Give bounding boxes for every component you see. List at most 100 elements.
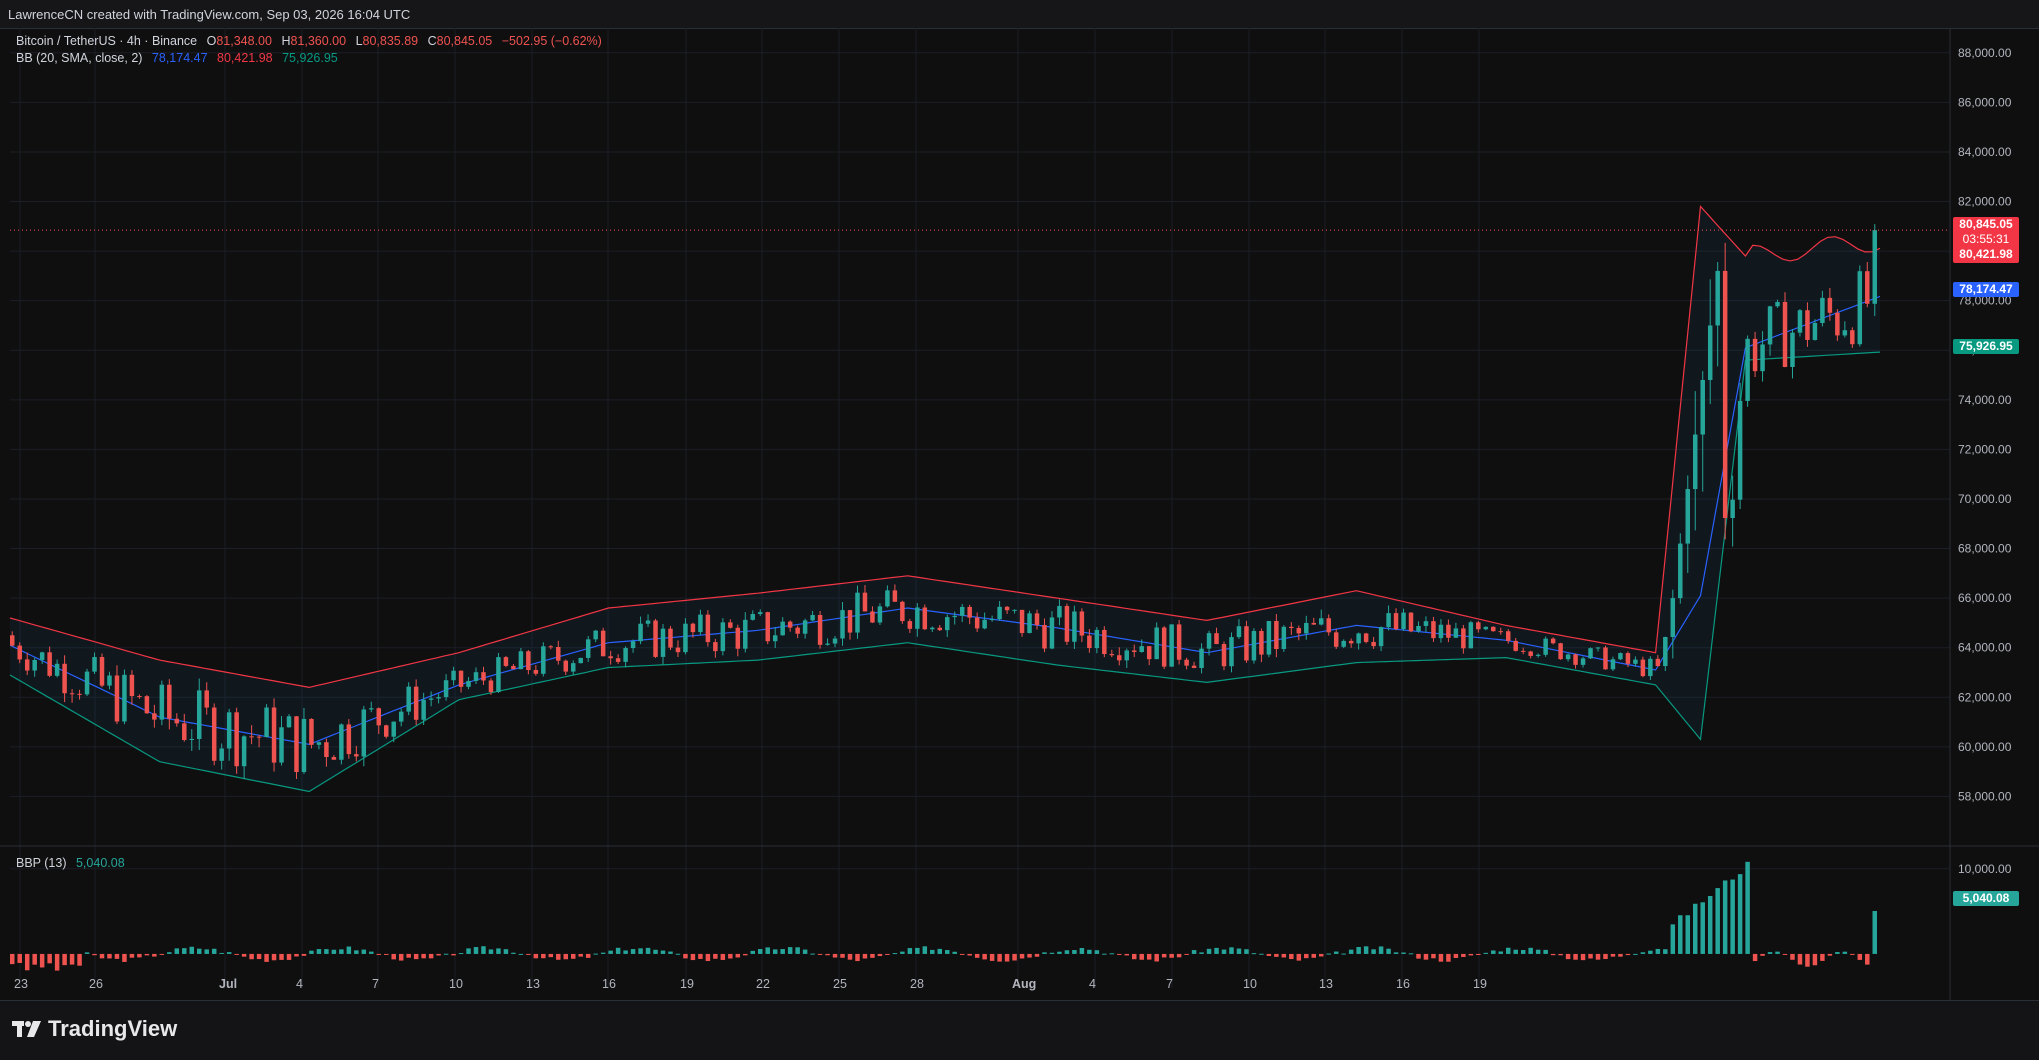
candle-body: [481, 672, 486, 681]
candle-body: [563, 660, 569, 672]
last-price-value: 80,845.05: [1959, 217, 2013, 231]
candle-body: [384, 725, 389, 737]
candle-body: [443, 680, 449, 698]
candle-body: [817, 614, 823, 645]
bbp-bar: [1079, 948, 1085, 954]
candle-body: [1348, 640, 1354, 644]
candle-body: [765, 612, 770, 642]
bbp-tick-label: 10,000.00: [1958, 862, 2012, 876]
bbp-bar: [1520, 949, 1526, 954]
candle-body: [1715, 270, 1720, 326]
bbp-bar: [1693, 903, 1698, 954]
open-value: O81,348.00: [206, 34, 272, 48]
bbp-bar: [623, 950, 628, 954]
candle-body: [1603, 647, 1608, 670]
bbp-bar: [167, 952, 172, 954]
candle-body: [1117, 655, 1122, 661]
bbp-bar: [1842, 951, 1848, 954]
candle-body: [1625, 653, 1631, 664]
x-tick-label: 26: [89, 977, 103, 991]
bbp-bar: [32, 953, 37, 965]
candle-body: [1491, 626, 1496, 632]
bb-legend: BB (20, SMA, close, 2) 78,174.47 80,421.…: [16, 51, 344, 65]
candle-body: [1281, 626, 1287, 650]
bbp-bar: [1790, 953, 1795, 960]
candle-body: [1565, 654, 1571, 660]
bbp-tag-value: 5,040.08: [1962, 891, 2010, 905]
candle-body: [945, 617, 950, 631]
bbp-bar: [1191, 950, 1197, 954]
ohlc-legend: Bitcoin / TetherUS · 4h · Binance O81,34…: [16, 34, 608, 48]
candle-body: [10, 635, 15, 646]
candle-body: [1229, 637, 1234, 667]
bb-label[interactable]: BB (20, SMA, close, 2): [16, 51, 143, 65]
candle-body: [1378, 627, 1384, 647]
last-price-tag: 80,845.05 03:55:31 80,421.98: [1953, 217, 2019, 263]
y-tick-label: 86,000.00: [1958, 95, 2012, 109]
candle-body: [511, 665, 516, 670]
candle-body: [705, 614, 711, 643]
candle-body: [167, 684, 172, 719]
bbp-bar: [17, 953, 22, 963]
candle-body: [1663, 637, 1668, 667]
tradingview-logo[interactable]: TradingView: [12, 1016, 177, 1042]
candle-body: [1132, 650, 1137, 652]
bbp-bar: [1640, 952, 1646, 954]
bbp-bar: [256, 953, 262, 960]
bbp-bar: [683, 953, 688, 959]
candle-body: [615, 658, 621, 662]
bbp-bar: [1468, 953, 1474, 956]
candle-body: [361, 709, 367, 757]
bbp-bar: [1655, 948, 1661, 954]
bbp-bar: [645, 947, 651, 954]
bbp-bar: [1146, 953, 1152, 960]
candle-body: [795, 627, 800, 634]
bbp-bar: [1872, 911, 1878, 954]
candle-body: [339, 724, 344, 760]
candle-body: [1259, 630, 1264, 655]
candle-body: [772, 635, 778, 642]
candle-body: [1633, 659, 1638, 664]
bbp-bar: [309, 950, 314, 954]
bbp-bar: [713, 953, 718, 959]
bbp-label[interactable]: BBP (13): [16, 856, 67, 870]
candle-body: [1618, 653, 1623, 660]
candle-body: [937, 627, 943, 631]
bbp-bar: [92, 953, 97, 956]
bbp-bar: [608, 950, 613, 954]
bbp-bar: [1341, 953, 1346, 955]
bbp-bar: [466, 948, 471, 954]
bbp-bar: [847, 953, 853, 960]
candle-body: [69, 693, 75, 695]
bbp-bar: [1565, 953, 1571, 960]
candle-body: [1453, 628, 1459, 638]
bbp-bar: [780, 949, 785, 954]
bbp-bar: [197, 948, 202, 954]
y-tick-label: 82,000.00: [1958, 195, 2012, 209]
bbp-bar: [1543, 949, 1548, 954]
candle-body: [653, 620, 658, 657]
bbp-bar: [286, 953, 292, 960]
candle-body: [458, 670, 464, 687]
candle-body: [144, 696, 150, 714]
bbp-bar: [870, 953, 875, 958]
candle-body: [496, 657, 501, 693]
candle-body: [1356, 633, 1361, 644]
candle-body: [1805, 310, 1810, 340]
candle-body: [1513, 640, 1518, 651]
candle-body: [1782, 301, 1788, 367]
candle-body: [354, 754, 359, 757]
bbp-bar: [361, 949, 367, 954]
x-tick-label: 16: [602, 977, 616, 991]
candle-body: [1520, 650, 1526, 652]
candle-body: [974, 617, 980, 629]
bbp-bar: [137, 953, 142, 958]
bbp-bar: [1827, 953, 1833, 956]
symbol-label[interactable]: Bitcoin / TetherUS · 4h · Binance: [16, 34, 198, 48]
chart-area[interactable]: 58,000.00 60,000.00 62,000.00 64,000.00 66,0…: [0, 28, 2039, 1000]
bbp-bar: [1663, 949, 1668, 954]
bbp-bar: [39, 953, 45, 968]
candle-body: [398, 711, 404, 722]
candle-body: [1191, 665, 1197, 668]
bbp-bar: [1199, 952, 1204, 954]
